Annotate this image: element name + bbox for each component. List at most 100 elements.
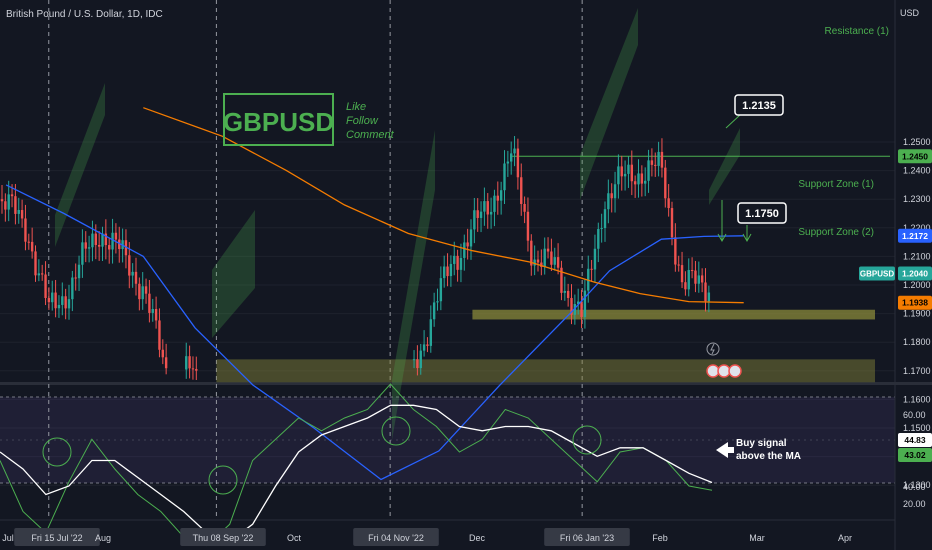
candle-body	[573, 304, 577, 315]
candle-body	[473, 210, 476, 230]
candle-body	[486, 201, 489, 215]
candle-body	[51, 292, 54, 303]
time-tick-label: Thu 08 Sep '22	[193, 533, 254, 543]
candle-body	[617, 166, 620, 185]
candle-body	[506, 161, 510, 164]
candle-body	[627, 164, 630, 174]
price-tick-label: 1.2300	[903, 194, 931, 204]
event-icons[interactable]	[706, 342, 742, 378]
candle-body	[536, 259, 540, 263]
support-zone-2	[216, 359, 875, 383]
candle-body	[44, 274, 47, 299]
candle-body	[71, 277, 74, 300]
candle-body	[118, 239, 121, 250]
logo-text: GBPUSD	[223, 107, 334, 137]
candle-body	[426, 344, 429, 346]
candle-body	[419, 350, 422, 369]
candle-body	[97, 244, 101, 247]
price-box-label: 1.2172	[902, 231, 928, 241]
time-highlight	[544, 528, 630, 546]
rsi-pane	[0, 383, 713, 547]
candle-body	[138, 283, 141, 300]
time-axis[interactable]: Jul Fri 15 Jul '22 Aug Thu 08 Sep '22 Oct Fri…	[2, 528, 852, 546]
eu-flag-icon[interactable]	[728, 364, 742, 378]
candle-body	[630, 164, 633, 182]
channel-5	[709, 128, 740, 205]
price-tick-label: 1.2200	[903, 223, 931, 233]
rsi-axis[interactable]: 60.00 40.00 20.00 44.83 43.02	[898, 410, 932, 509]
candle-body	[503, 163, 506, 191]
annotations	[717, 114, 752, 243]
candle-body	[704, 282, 707, 302]
candle-body	[47, 298, 51, 303]
candle-body	[439, 278, 443, 302]
candle-body	[151, 308, 154, 313]
price-tick-label: 1.2000	[903, 280, 931, 290]
price-tick-label: 1.1500	[903, 423, 931, 433]
pane-separator[interactable]	[0, 382, 932, 385]
candle-body	[633, 181, 637, 185]
candle-body	[459, 257, 463, 270]
rsi-tick-label: 20.00	[903, 499, 926, 509]
candle-body	[647, 160, 650, 181]
candle-body	[64, 296, 67, 309]
candle-body	[533, 259, 536, 266]
gbpusd-logo: GBPUSD Like Follow Comment	[223, 93, 395, 146]
rsi-box-label: 43.02	[904, 450, 926, 460]
crossover-circle	[208, 465, 238, 495]
rsi-box	[898, 448, 932, 462]
candle-body	[24, 218, 27, 242]
uk-flag-icon[interactable]	[706, 364, 720, 378]
candle-body	[164, 357, 168, 369]
target-up-callout[interactable]: 1.2135	[734, 94, 784, 116]
candle-body	[77, 264, 81, 279]
candle-body	[593, 248, 597, 270]
candle-body	[520, 177, 523, 204]
rsi-tick-label: 40.00	[903, 482, 926, 492]
candle-body	[483, 201, 486, 212]
crossover-circle	[381, 416, 411, 446]
candle-body	[456, 255, 459, 270]
candle-body	[34, 251, 37, 276]
rsi-band	[0, 397, 895, 483]
candle-body	[443, 266, 446, 279]
price-tick-label: 1.1700	[903, 366, 931, 376]
candle-body	[513, 148, 516, 154]
candle-body	[664, 167, 667, 199]
buy-signal-line2: above the MA	[736, 451, 801, 462]
candle-body	[496, 195, 499, 201]
candle-body	[412, 359, 416, 361]
candle-body	[583, 290, 587, 317]
candle-body	[553, 257, 556, 265]
candle-body	[684, 282, 687, 290]
time-highlight	[180, 528, 266, 546]
candle-body	[476, 210, 479, 218]
target-down-callout[interactable]: 1.1750	[737, 202, 787, 224]
candle-body	[114, 232, 118, 240]
price-tick-label: 1.1600	[903, 394, 931, 404]
candle-body	[144, 286, 148, 294]
price-tick-label: 1.2400	[903, 166, 931, 176]
candle-body	[61, 296, 64, 305]
lightning-icon[interactable]	[706, 342, 720, 356]
us-flag-icon[interactable]	[717, 364, 731, 378]
candle-body	[690, 270, 694, 272]
chart-title: British Pound / U.S. Dollar, 1D, IDC	[6, 9, 163, 20]
crossover-circle	[572, 425, 602, 455]
rsi-ma-line	[0, 404, 713, 543]
candle-body	[650, 160, 654, 165]
candle-body	[700, 275, 704, 283]
candle-body	[463, 242, 466, 258]
candle-body	[687, 270, 690, 290]
candle-body	[580, 301, 583, 317]
candle-body	[597, 229, 600, 249]
candle-body	[158, 320, 161, 350]
candle-body	[161, 349, 164, 358]
time-tick-label: Fri 04 Nov '22	[368, 533, 424, 543]
candle-body	[516, 148, 520, 178]
candle-body	[188, 356, 191, 369]
candle-body	[17, 210, 20, 214]
candle-body	[191, 368, 195, 370]
support-zone-1	[472, 309, 875, 320]
